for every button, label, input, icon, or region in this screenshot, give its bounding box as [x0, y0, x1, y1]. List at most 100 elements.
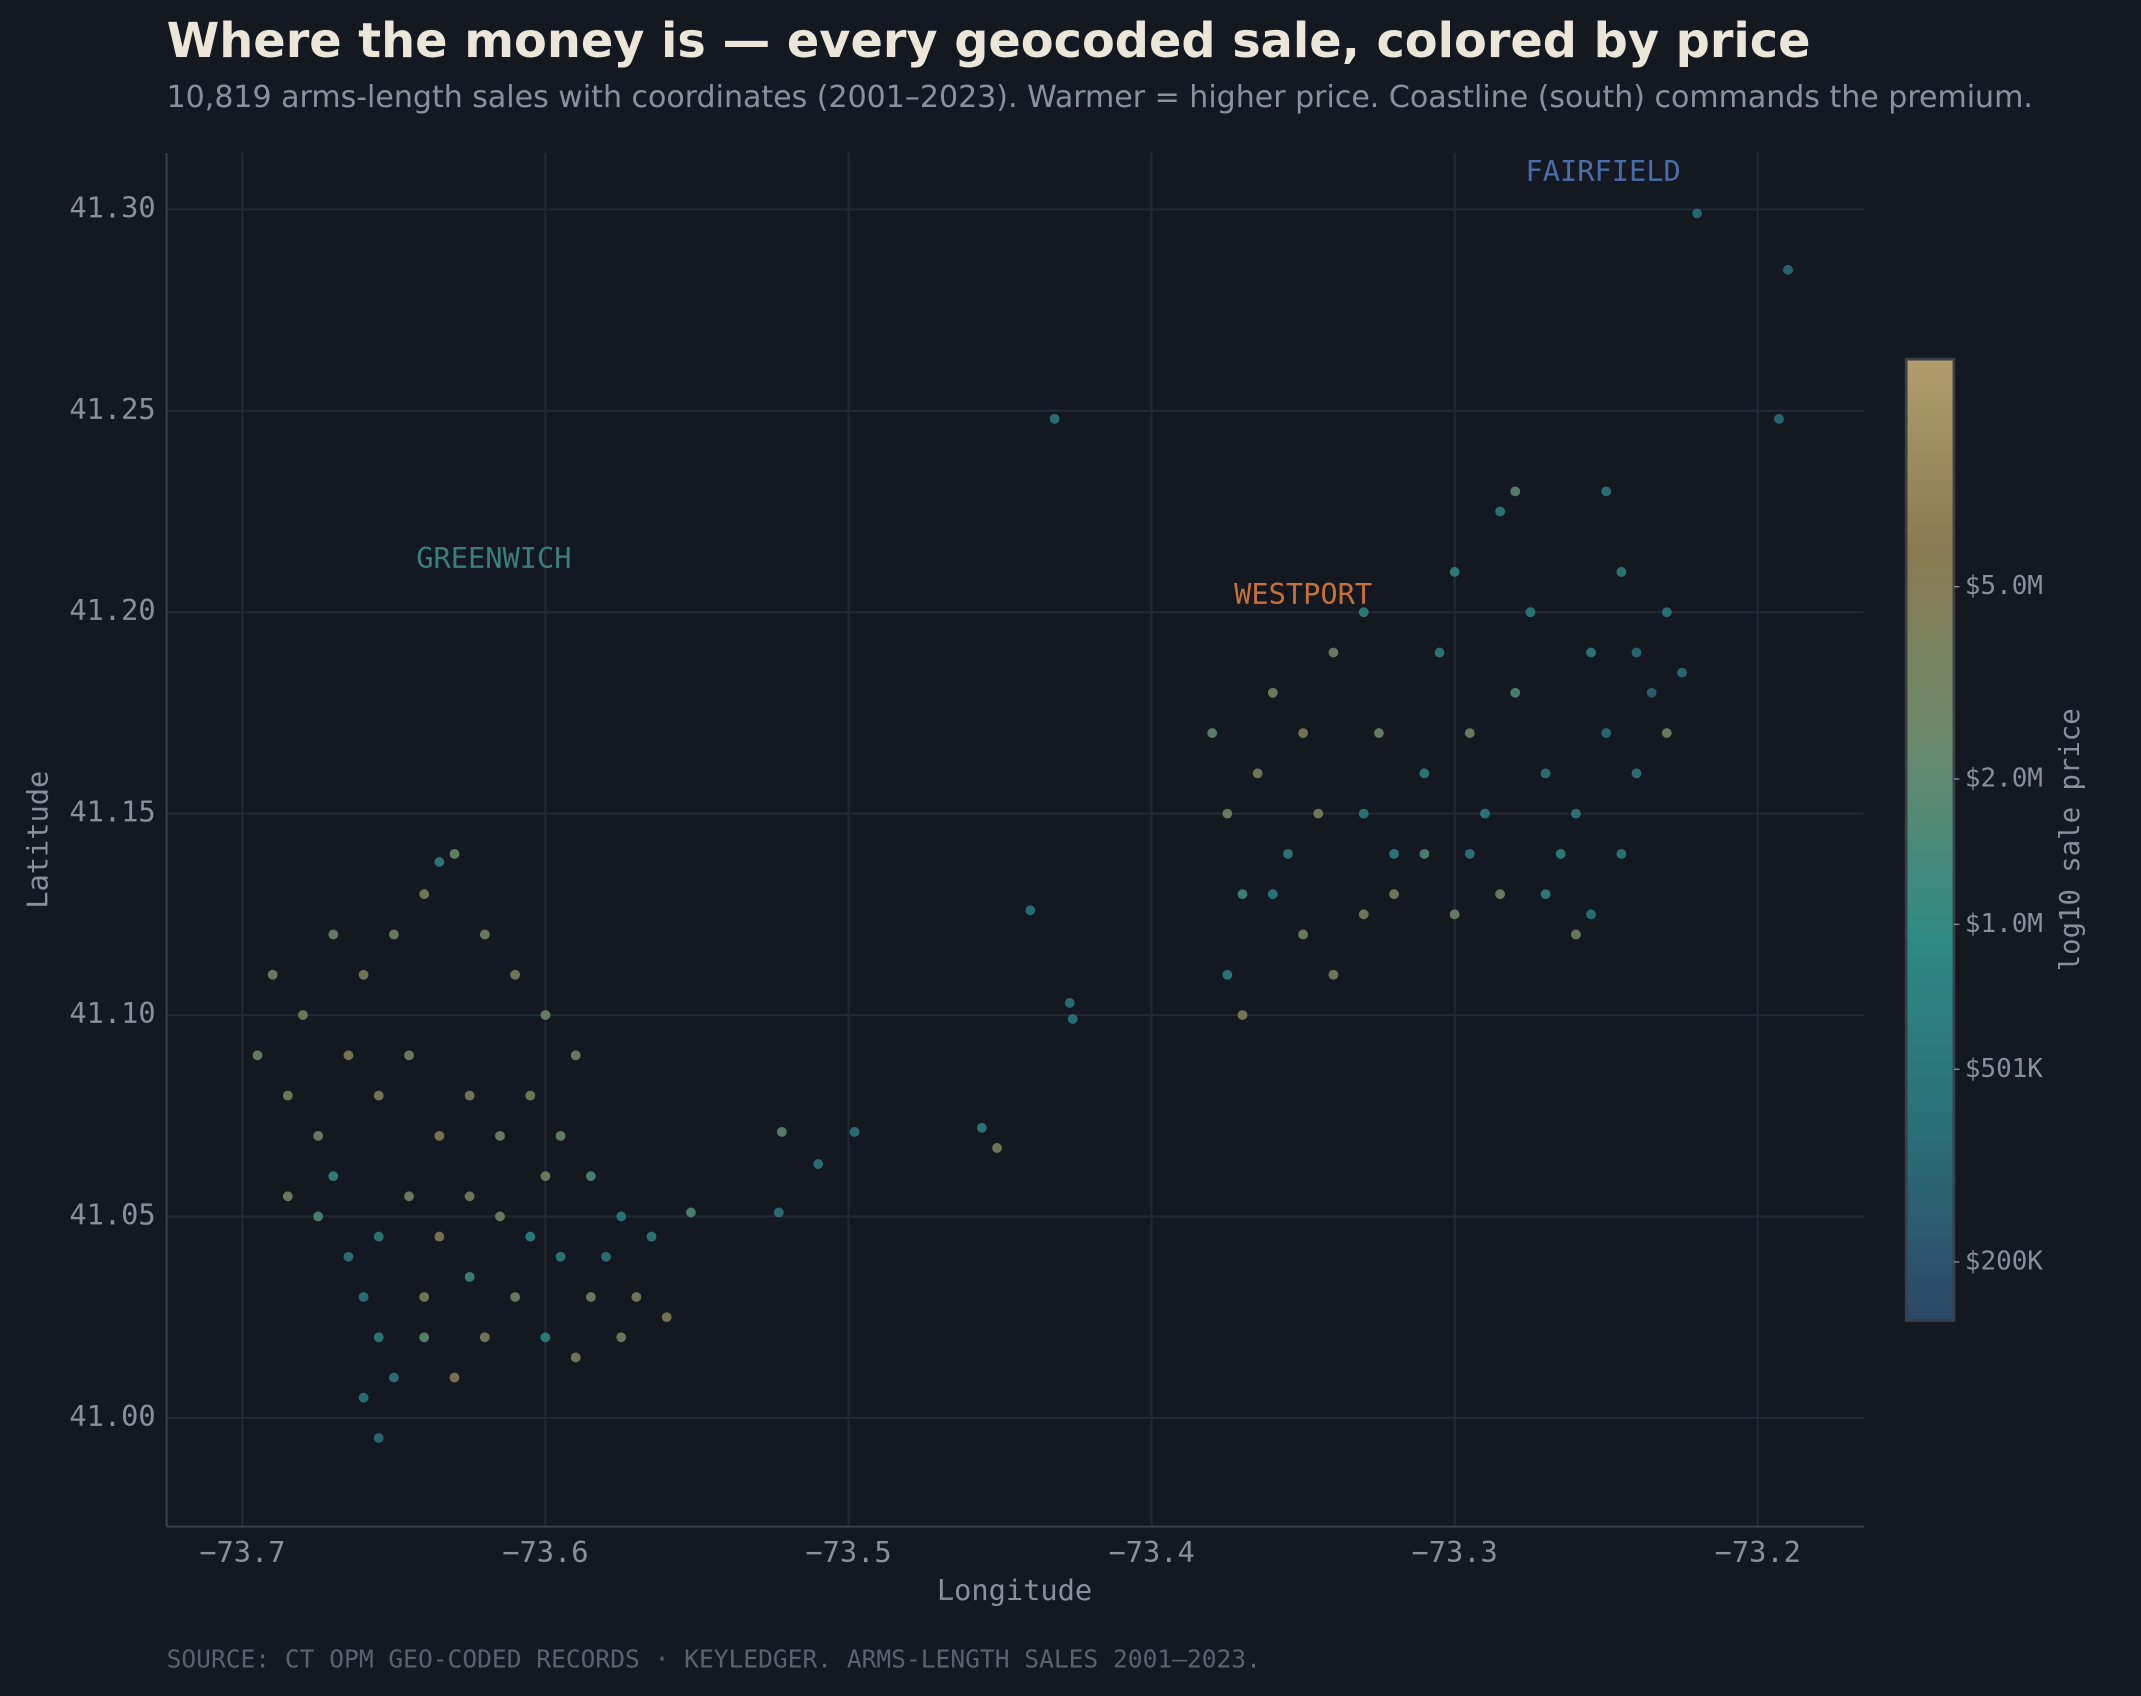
sale-point	[1358, 607, 1369, 618]
town-label: WESTPORT	[1234, 577, 1372, 611]
sale-point	[1783, 264, 1793, 275]
sale-point	[373, 1090, 384, 1101]
sale-point	[1631, 647, 1642, 658]
sale-point	[313, 1130, 324, 1141]
sale-point	[404, 1050, 414, 1061]
sale-point	[1434, 647, 1445, 658]
sale-point	[555, 1130, 566, 1141]
sale-point	[1464, 728, 1475, 738]
chart-title: Where the money is — every geocoded sale…	[167, 14, 1811, 69]
sale-point	[813, 1159, 824, 1169]
sale-point	[434, 857, 445, 867]
sale-point	[661, 1312, 672, 1323]
sale-point	[776, 1126, 787, 1137]
sale-point	[1692, 208, 1703, 219]
sale-point	[773, 1207, 784, 1218]
sale-point	[1064, 998, 1075, 1008]
sale-point	[1449, 909, 1460, 920]
sale-point	[976, 1122, 987, 1133]
x-tick-label: −73.6	[502, 1535, 588, 1569]
sale-point	[343, 1251, 354, 1262]
y-tick-label: 41.15	[69, 795, 155, 829]
sale-point	[1049, 413, 1060, 424]
sale-point	[1601, 728, 1612, 738]
sale-point	[1328, 647, 1339, 658]
sale-point	[373, 1332, 384, 1343]
sale-point	[1328, 969, 1339, 980]
sale-point	[570, 1050, 581, 1061]
y-tick-label: 41.25	[69, 392, 155, 426]
colorbar-tick-label: $5.0M	[1965, 571, 2043, 601]
sale-point	[1389, 889, 1399, 900]
sale-point	[1373, 728, 1384, 738]
sale-point	[464, 1271, 475, 1282]
sale-point	[601, 1251, 611, 1262]
sale-point	[1298, 929, 1309, 940]
sale-point	[1774, 413, 1784, 424]
sale-point	[1631, 768, 1642, 779]
sale-point	[1464, 848, 1475, 859]
colorbar-tick-label: $501K	[1965, 1054, 2043, 1084]
sale-point	[525, 1231, 536, 1242]
sale-point	[358, 1392, 369, 1403]
sale-point	[419, 889, 430, 900]
sale-point	[1480, 808, 1490, 819]
sale-point	[1298, 728, 1309, 738]
sale-point	[434, 1231, 445, 1242]
sale-point	[685, 1207, 696, 1218]
sale-point	[1510, 486, 1521, 497]
y-axis-label: Latitude	[21, 771, 55, 909]
sale-point	[1252, 768, 1263, 779]
sale-point	[1419, 768, 1430, 779]
sale-point	[1616, 848, 1627, 859]
sale-point	[1449, 567, 1460, 577]
sale-point	[1555, 848, 1566, 859]
sale-point	[616, 1211, 627, 1222]
sale-point	[1616, 567, 1627, 577]
sale-point	[479, 1332, 490, 1343]
sale-point	[1237, 889, 1248, 900]
sale-point	[1025, 905, 1036, 916]
sale-point	[585, 1171, 596, 1182]
x-tick-label: −73.4	[1108, 1535, 1194, 1569]
colorbar-tick-label: $200K	[1965, 1246, 2043, 1276]
sale-point	[267, 969, 278, 980]
sale-point	[388, 929, 399, 940]
sale-point	[298, 1010, 308, 1020]
y-tick-label: 41.20	[69, 593, 155, 627]
sale-point	[449, 1372, 460, 1383]
sale-point	[1661, 607, 1672, 618]
sale-point	[282, 1191, 293, 1202]
sale-point	[358, 1292, 369, 1302]
y-tick-label: 41.10	[69, 996, 155, 1030]
sale-point	[1646, 687, 1657, 698]
sale-point	[479, 929, 490, 940]
sale-point	[1570, 808, 1581, 819]
sale-point	[525, 1090, 536, 1101]
sale-point	[1495, 506, 1506, 517]
sale-point	[510, 1292, 521, 1302]
sale-point	[1237, 1010, 1248, 1020]
sale-point	[1358, 909, 1369, 920]
sale-point	[282, 1090, 293, 1101]
sale-point	[373, 1231, 384, 1242]
sale-point	[616, 1332, 627, 1343]
sale-point	[1358, 808, 1369, 819]
sale-point	[464, 1191, 475, 1202]
sale-point	[419, 1332, 430, 1343]
sale-point	[1677, 667, 1687, 678]
x-axis-label: Longitude	[937, 1573, 1092, 1607]
sale-point	[419, 1292, 430, 1302]
colorbar-tick-label: $1.0M	[1965, 909, 2043, 939]
sale-point	[328, 929, 339, 940]
sale-point	[1067, 1014, 1078, 1024]
sale-point	[1570, 929, 1581, 940]
sale-point	[1601, 486, 1612, 497]
sale-point	[1267, 687, 1278, 698]
sale-point	[495, 1130, 505, 1141]
sale-point	[1525, 607, 1536, 618]
sale-point	[849, 1126, 860, 1137]
colorbar-tick-label: $2.0M	[1965, 763, 2043, 793]
